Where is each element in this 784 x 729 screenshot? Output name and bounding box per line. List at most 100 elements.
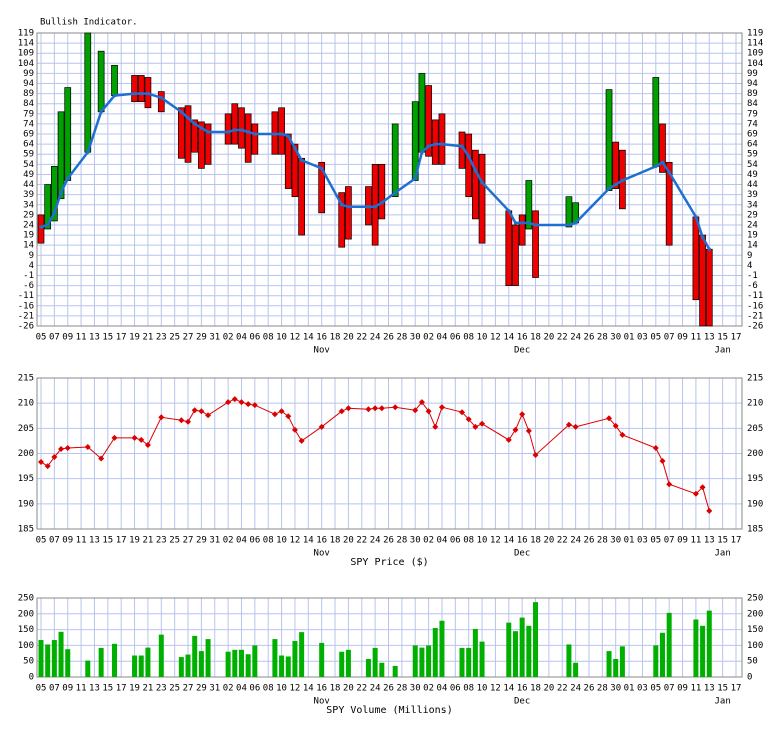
month-label: Nov bbox=[314, 697, 330, 707]
y-tick-label: -26 bbox=[18, 322, 34, 332]
x-tick-label: 11 bbox=[76, 684, 87, 694]
y-tick-label: 44 bbox=[23, 180, 34, 190]
volume-bar bbox=[272, 639, 278, 677]
x-tick-label: 08 bbox=[463, 536, 474, 546]
y-tick-label: 200 bbox=[18, 609, 34, 619]
x-tick-label: 22 bbox=[557, 536, 568, 546]
y-tick-label: 59 bbox=[23, 150, 34, 160]
y-tick-label: 79 bbox=[23, 109, 34, 119]
indicator-bar bbox=[431, 119, 439, 165]
indicator-bar bbox=[51, 166, 58, 222]
x-tick-label: 13 bbox=[704, 333, 715, 343]
price-point bbox=[205, 412, 212, 419]
indicator-bar bbox=[231, 103, 239, 145]
x-tick-label: 05 bbox=[650, 333, 661, 343]
y-tick-label-right: 84 bbox=[747, 99, 758, 109]
x-tick-label: 05 bbox=[36, 536, 47, 546]
x-tick-label: 01 bbox=[624, 333, 635, 343]
x-tick-label: 04 bbox=[437, 684, 448, 694]
moving-average-point bbox=[607, 187, 611, 191]
volume-bar bbox=[519, 617, 525, 677]
indicator-bar bbox=[665, 161, 673, 246]
y-tick-label: 54 bbox=[23, 160, 34, 170]
volume-bar bbox=[38, 640, 44, 677]
price-point bbox=[84, 443, 91, 450]
x-tick-label: 07 bbox=[664, 333, 675, 343]
month-label: Dec bbox=[514, 346, 530, 356]
x-tick-label: 04 bbox=[236, 333, 247, 343]
volume-bar bbox=[98, 647, 104, 677]
indicator-bar bbox=[391, 123, 399, 198]
y-tick-label: 0 bbox=[29, 673, 34, 683]
x-tick-label: 25 bbox=[169, 684, 180, 694]
x-tick-label: 09 bbox=[677, 536, 688, 546]
volume-bar bbox=[192, 635, 198, 677]
volume-bar bbox=[700, 625, 706, 677]
x-tick-label: 17 bbox=[116, 333, 127, 343]
x-tick-label: 16 bbox=[517, 333, 528, 343]
x-tick-label: 25 bbox=[169, 333, 180, 343]
indicator-bar bbox=[198, 121, 205, 169]
x-tick-label: 24 bbox=[370, 684, 381, 694]
moving-average-point bbox=[159, 96, 163, 100]
x-tick-label: 08 bbox=[263, 684, 274, 694]
price-point bbox=[251, 402, 258, 409]
y-tick-label-right: 200 bbox=[747, 449, 763, 459]
x-tick-label: 28 bbox=[396, 684, 407, 694]
x-tick-label: 21 bbox=[143, 536, 154, 546]
moving-average-point bbox=[420, 150, 424, 154]
x-tick-label: 22 bbox=[356, 333, 367, 343]
x-tick-label: 26 bbox=[584, 333, 595, 343]
x-tick-label: 14 bbox=[503, 536, 514, 546]
y-tick-label: -16 bbox=[18, 301, 34, 311]
price-point bbox=[238, 399, 245, 406]
moving-average-point bbox=[246, 130, 250, 134]
y-tick-label-right: 29 bbox=[747, 210, 758, 220]
y-tick-label-right: -1 bbox=[747, 271, 758, 281]
moving-average-point bbox=[527, 221, 531, 225]
month-label: Dec bbox=[514, 549, 530, 559]
x-tick-label: 22 bbox=[356, 684, 367, 694]
indicator-bar bbox=[472, 149, 479, 220]
x-tick-label: 18 bbox=[530, 333, 541, 343]
y-tick-label-right: 54 bbox=[747, 160, 758, 170]
price-point bbox=[285, 413, 292, 420]
y-tick-label: 109 bbox=[18, 49, 34, 59]
moving-average-point bbox=[567, 223, 571, 227]
volume-bar bbox=[225, 651, 231, 677]
moving-average-point bbox=[86, 150, 90, 154]
indicator-bar bbox=[57, 111, 65, 200]
indicator-bar bbox=[659, 123, 666, 173]
x-tick-label: 02 bbox=[423, 333, 434, 343]
y-tick-label: 69 bbox=[23, 130, 34, 140]
price-point bbox=[612, 422, 619, 429]
y-tick-label-right: 50 bbox=[747, 657, 758, 667]
x-tick-label: 26 bbox=[584, 684, 595, 694]
price-point bbox=[392, 404, 399, 411]
volume-bar bbox=[379, 662, 385, 677]
price-point bbox=[512, 426, 519, 433]
y-tick-label: 200 bbox=[18, 449, 34, 459]
x-tick-label: 15 bbox=[102, 684, 113, 694]
y-tick-label-right: 109 bbox=[747, 49, 763, 59]
price-point bbox=[64, 444, 71, 451]
x-tick-label: 11 bbox=[690, 684, 701, 694]
x-tick-label: 12 bbox=[490, 333, 501, 343]
price-point bbox=[692, 490, 699, 497]
indicator-bar bbox=[612, 141, 620, 189]
y-tick-label-right: 69 bbox=[747, 130, 758, 140]
price-point bbox=[44, 463, 51, 470]
y-tick-label: 9 bbox=[29, 251, 34, 261]
indicator-bar bbox=[418, 73, 426, 153]
x-tick-label: 04 bbox=[437, 333, 448, 343]
x-tick-label: 09 bbox=[677, 684, 688, 694]
price-point bbox=[666, 481, 673, 488]
y-tick-label-right: 0 bbox=[747, 673, 752, 683]
y-tick-label: -1 bbox=[23, 271, 34, 281]
x-tick-label: 28 bbox=[396, 333, 407, 343]
y-tick-label-right: 34 bbox=[747, 200, 758, 210]
x-tick-label: 15 bbox=[717, 333, 728, 343]
price-point bbox=[191, 407, 198, 414]
price-point bbox=[338, 408, 345, 415]
x-tick-label: 30 bbox=[610, 536, 621, 546]
